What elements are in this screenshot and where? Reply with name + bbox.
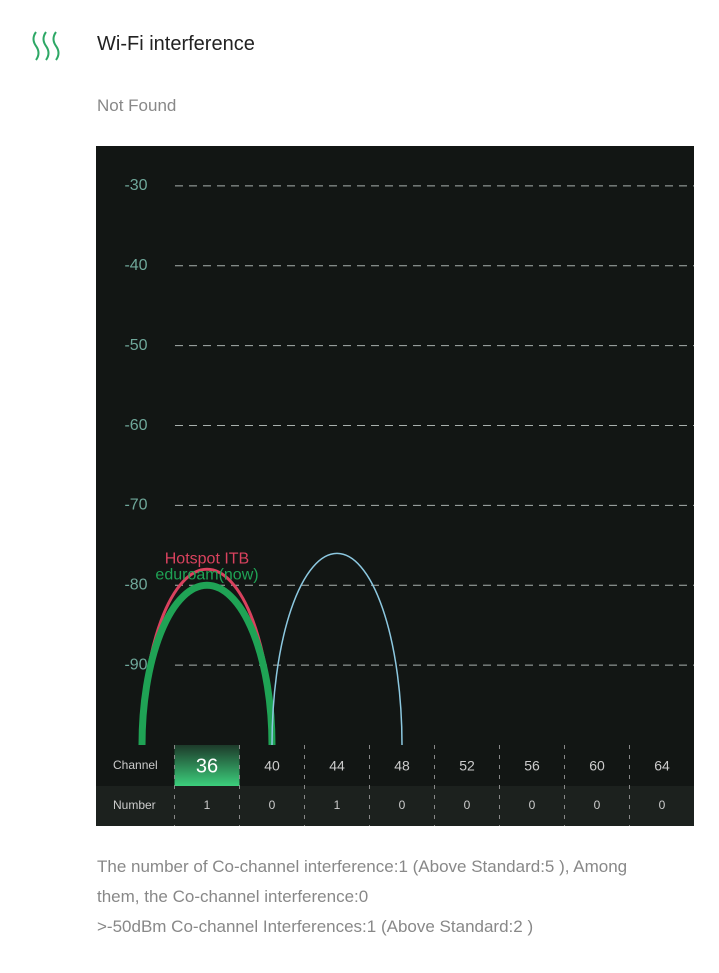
channel-label: 48 [394,758,410,774]
y-tick-label: -50 [124,337,147,354]
footer-line: The number of Co-channel interference:1 … [97,857,628,906]
network-label: eduroam(now) [155,566,258,583]
channel-count: 0 [529,798,536,812]
selected-channel [174,745,240,786]
channel-label: 40 [264,758,280,774]
channel-label: 60 [589,758,605,774]
y-tick-label: -30 [124,177,147,194]
y-tick-label: -70 [124,497,147,514]
chart: -30 -40 -50 -60 -70 -80 -90 Channel Number 36 1 40 0… [96,146,694,826]
channel-count: 1 [334,798,341,812]
y-tick-label: -60 [124,417,147,434]
y-tick-label: -80 [124,576,147,593]
status: Not Found [97,96,177,115]
row-label: Channel [113,758,158,772]
channel-label: 64 [654,758,670,774]
channel-label: 44 [329,758,345,774]
network-label: Hotspot ITB [165,551,249,568]
wifi-icon [32,31,60,61]
channel-count: 1 [204,798,211,812]
channel-count: 0 [399,798,406,812]
channel-label: 36 [196,755,218,777]
signal-arc [271,552,403,746]
footer: The number of Co-channel interference:1 … [97,852,667,942]
channel-label: 52 [459,758,475,774]
channel-count: 0 [464,798,471,812]
channel-count: 0 [659,798,666,812]
channel-label: 56 [524,758,540,774]
footer-line: >-50dBm Co-channel Interferences:1 (Abov… [97,917,534,936]
channel-count: 0 [269,798,276,812]
title: Wi-Fi interference [97,33,255,55]
y-tick-label: -90 [124,656,147,673]
signal-arc [138,581,276,746]
y-tick-label: -40 [124,257,147,274]
row-label: Number [113,798,156,812]
channel-count: 0 [594,798,601,812]
